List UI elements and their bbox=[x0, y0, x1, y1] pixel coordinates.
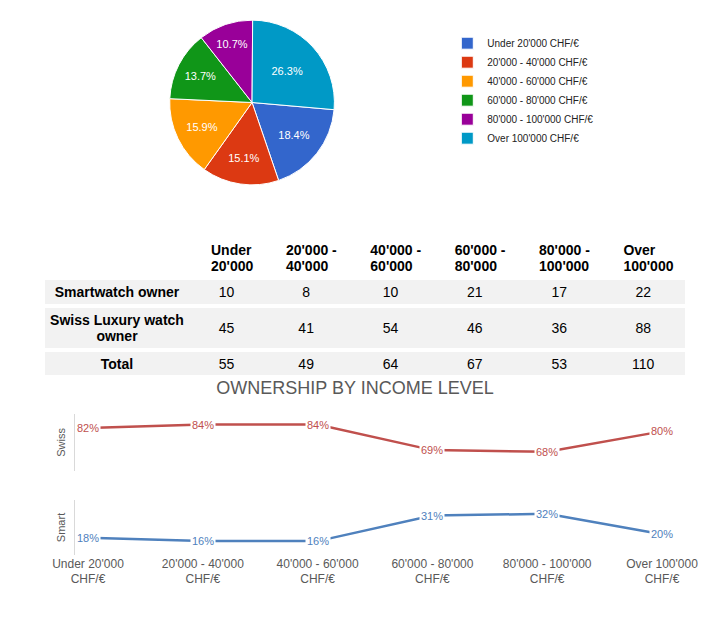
html-text:60'000: 60'000 bbox=[370, 258, 413, 274]
svg-text:Smart: Smart bbox=[55, 513, 67, 542]
svg-text:10.7%: 10.7% bbox=[216, 38, 247, 50]
svg-text:60'000 - 80'000CHF/€: 60'000 - 80'000CHF/€ bbox=[391, 557, 473, 587]
html-text:36: 36 bbox=[551, 320, 567, 336]
html-text:20'000 -: 20'000 - bbox=[286, 242, 337, 258]
svg-text:Over 100'000CHF/€: Over 100'000CHF/€ bbox=[626, 557, 698, 587]
html-text:49: 49 bbox=[298, 356, 314, 372]
svg-text:84%: 84% bbox=[307, 419, 329, 431]
svg-text:18%: 18% bbox=[77, 532, 99, 544]
svg-text:26.3%: 26.3% bbox=[271, 65, 302, 77]
html-text:110: 110 bbox=[632, 356, 655, 372]
html-text:Smartwatch owner: Smartwatch owner bbox=[54, 284, 180, 300]
html-text:20'000: 20'000 bbox=[211, 258, 254, 274]
svg-text:80%: 80% bbox=[651, 425, 673, 437]
html-text:80'000: 80'000 bbox=[454, 258, 497, 274]
svg-text:15.1%: 15.1% bbox=[228, 152, 259, 164]
html-text:88: 88 bbox=[635, 320, 651, 336]
svg-text:69%: 69% bbox=[421, 444, 443, 456]
svg-text:80'000 - 100'000 CHF/€: 80'000 - 100'000 CHF/€ bbox=[487, 114, 593, 125]
html-text:40'000 -: 40'000 - bbox=[370, 242, 422, 258]
svg-text:40'000 - 60'000CHF/€: 40'000 - 60'000CHF/€ bbox=[277, 557, 359, 587]
svg-text:20'000 - 40'000 CHF/€: 20'000 - 40'000 CHF/€ bbox=[487, 57, 587, 68]
html-text:Under: Under bbox=[211, 242, 252, 258]
html-text:54: 54 bbox=[382, 320, 399, 336]
html-text:60'000 -: 60'000 - bbox=[454, 242, 506, 258]
html-text:45: 45 bbox=[218, 320, 235, 336]
svg-text:68%: 68% bbox=[536, 446, 558, 458]
html-text:41: 41 bbox=[298, 320, 314, 336]
html-text:100'000: 100'000 bbox=[539, 258, 590, 274]
html-text:80'000 -: 80'000 - bbox=[539, 242, 590, 258]
svg-text:80'000 - 100'000CHF/€: 80'000 - 100'000CHF/€ bbox=[503, 557, 592, 587]
html-text:53: 53 bbox=[551, 356, 567, 372]
svg-text:16%: 16% bbox=[307, 535, 329, 547]
svg-text:31%: 31% bbox=[421, 510, 443, 522]
html-text:22: 22 bbox=[635, 284, 651, 300]
svg-text:Under 20'000 CHF/€: Under 20'000 CHF/€ bbox=[487, 38, 579, 49]
html-text:21: 21 bbox=[467, 284, 483, 300]
svg-text:Over 100'000 CHF/€: Over 100'000 CHF/€ bbox=[487, 133, 579, 144]
svg-text:13.7%: 13.7% bbox=[185, 70, 216, 82]
html-text:Total: Total bbox=[100, 356, 134, 372]
svg-text:60'000 - 80'000 CHF/€: 60'000 - 80'000 CHF/€ bbox=[487, 95, 587, 106]
svg-text:32%: 32% bbox=[536, 508, 558, 520]
html-text:40'000: 40'000 bbox=[286, 258, 329, 274]
svg-text:OWNERSHIP BY INCOME LEVEL: OWNERSHIP BY INCOME LEVEL bbox=[216, 378, 493, 398]
svg-text:15.9%: 15.9% bbox=[186, 121, 217, 133]
svg-text:40'000 - 60'000 CHF/€: 40'000 - 60'000 CHF/€ bbox=[487, 76, 587, 87]
html-text:46: 46 bbox=[467, 320, 483, 336]
html-text:10: 10 bbox=[218, 284, 235, 300]
html-text:8: 8 bbox=[302, 284, 310, 300]
svg-text:Under 20'000CHF/€: Under 20'000CHF/€ bbox=[52, 557, 124, 587]
html-text:Swiss Luxury watch owner: Swiss Luxury watch owner bbox=[50, 312, 184, 344]
svg-text:16%: 16% bbox=[192, 535, 214, 547]
svg-text:20'000 - 40'000CHF/€: 20'000 - 40'000CHF/€ bbox=[162, 557, 244, 587]
html-text:Over: Over bbox=[623, 242, 656, 258]
svg-text:84%: 84% bbox=[192, 419, 214, 431]
html-text:67: 67 bbox=[467, 356, 483, 372]
html-text:100'000: 100'000 bbox=[623, 258, 674, 274]
svg-text:20%: 20% bbox=[651, 528, 673, 540]
svg-text:18.4%: 18.4% bbox=[278, 129, 309, 141]
svg-text:Swiss: Swiss bbox=[55, 428, 67, 457]
html-text:64: 64 bbox=[382, 356, 399, 372]
svg-text:82%: 82% bbox=[77, 422, 99, 434]
html-text:55: 55 bbox=[218, 356, 235, 372]
html-text:17: 17 bbox=[551, 284, 567, 300]
html-text:10: 10 bbox=[382, 284, 399, 300]
